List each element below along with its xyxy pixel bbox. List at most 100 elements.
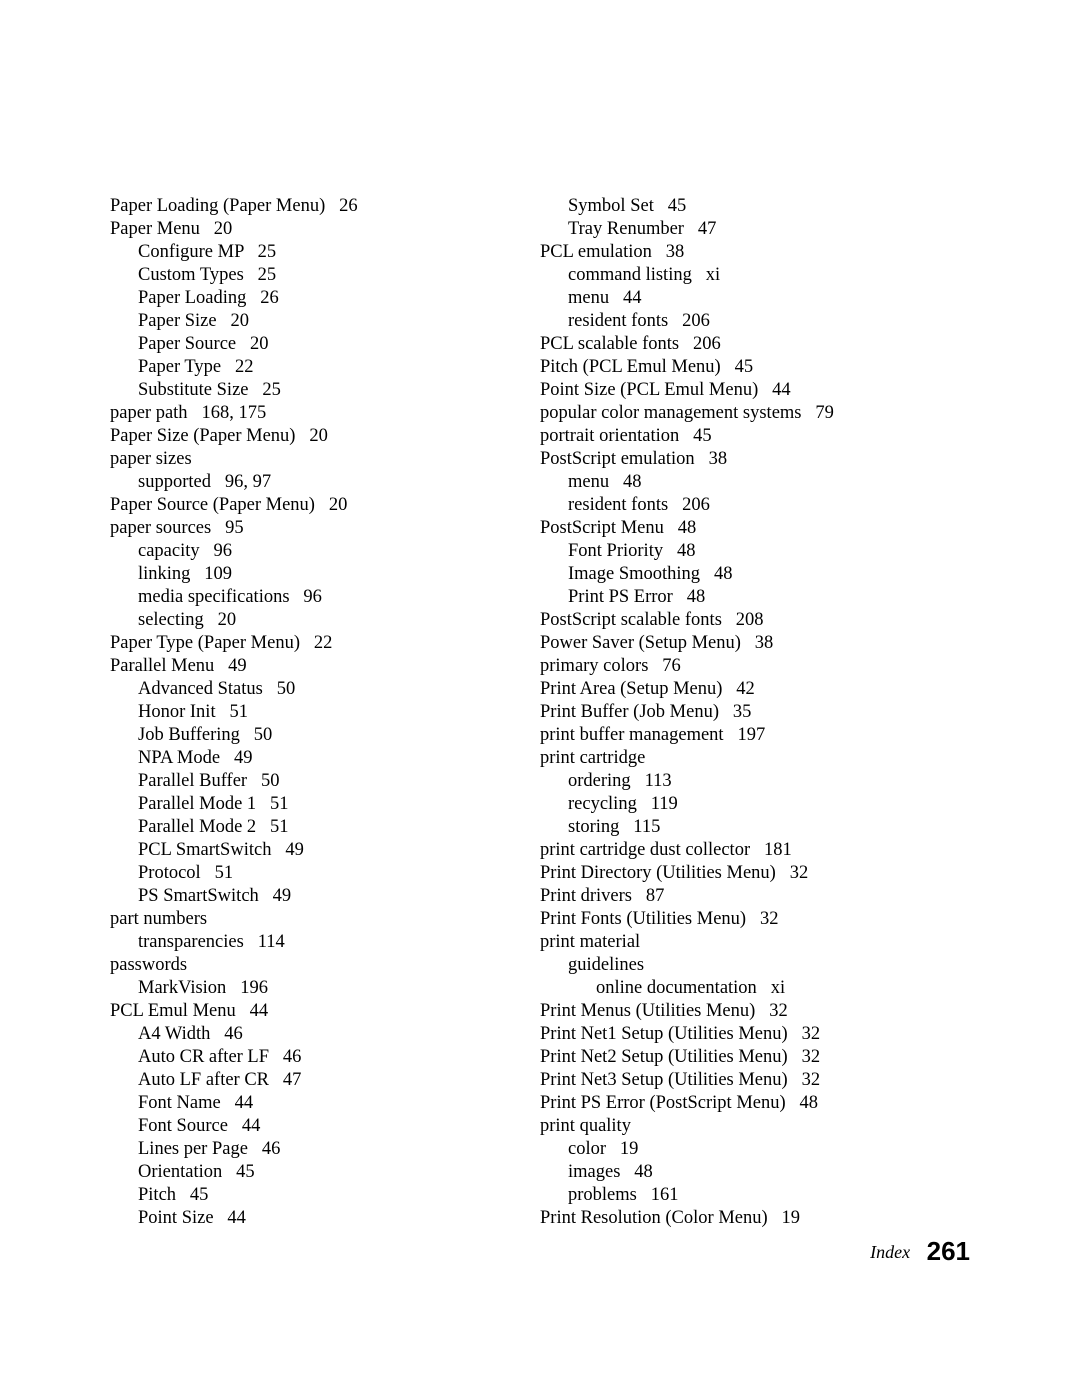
index-page-ref[interactable]: 20 xyxy=(329,495,348,515)
index-page-ref[interactable]: 20 xyxy=(214,219,233,239)
index-page-ref[interactable]: 48 xyxy=(800,1093,819,1113)
index-term: selecting xyxy=(138,610,204,630)
index-page-ref[interactable]: 49 xyxy=(285,840,304,860)
index-page-ref[interactable]: 50 xyxy=(261,771,280,791)
index-page-ref[interactable]: 114 xyxy=(258,932,285,952)
index-entry: print cartridge dust collector 181 xyxy=(540,839,970,862)
index-page-ref[interactable]: 51 xyxy=(215,863,234,883)
index-page-ref[interactable]: 51 xyxy=(229,702,248,722)
index-page-ref[interactable]: 206 xyxy=(682,495,710,515)
index-page-ref[interactable]: 196 xyxy=(240,978,268,998)
index-page-ref[interactable]: 96 xyxy=(214,541,233,561)
index-page-ref[interactable]: 45 xyxy=(190,1185,209,1205)
index-page-ref[interactable]: 161 xyxy=(651,1185,679,1205)
index-page-ref[interactable]: 113 xyxy=(645,771,672,791)
index-page-ref[interactable]: xi xyxy=(771,978,785,998)
index-page-ref[interactable]: 79 xyxy=(815,403,834,423)
index-page-ref[interactable]: 32 xyxy=(790,863,809,883)
index-page-ref[interactable]: 96 xyxy=(303,587,322,607)
index-page-ref[interactable]: 48 xyxy=(677,541,696,561)
index-page-ref[interactable]: 20 xyxy=(309,426,328,446)
index-page-ref[interactable]: 208 xyxy=(736,610,764,630)
index-term: color xyxy=(568,1139,606,1159)
index-page-ref[interactable]: 46 xyxy=(283,1047,302,1067)
index-page-ref[interactable]: 76 xyxy=(662,656,681,676)
index-page-ref[interactable]: 26 xyxy=(339,196,358,216)
index-page-ref[interactable]: 50 xyxy=(254,725,273,745)
index-page-ref[interactable]: 32 xyxy=(802,1070,821,1090)
index-page-ref[interactable]: 115 xyxy=(633,817,660,837)
index-page-ref[interactable]: 48 xyxy=(714,564,733,584)
index-page-ref[interactable]: 32 xyxy=(802,1024,821,1044)
index-page-ref[interactable]: 32 xyxy=(769,1001,788,1021)
index-page-ref[interactable]: 20 xyxy=(230,311,249,331)
index-page-ref[interactable]: 44 xyxy=(250,1001,269,1021)
index-term: Power Saver (Setup Menu) xyxy=(540,633,741,653)
index-page-ref[interactable]: 32 xyxy=(802,1047,821,1067)
index-page-ref[interactable]: 25 xyxy=(262,380,281,400)
index-page-ref[interactable]: 26 xyxy=(260,288,279,308)
index-page-ref[interactable]: 49 xyxy=(228,656,247,676)
index-page-ref[interactable]: 168, 175 xyxy=(201,403,266,423)
index-page-ref[interactable]: 38 xyxy=(755,633,774,653)
index-page-ref[interactable]: 48 xyxy=(687,587,706,607)
index-term: Image Smoothing xyxy=(568,564,700,584)
index-page-ref[interactable]: 35 xyxy=(733,702,752,722)
index-page-ref[interactable]: 19 xyxy=(782,1208,801,1228)
index-entry: Substitute Size 25 xyxy=(138,379,540,402)
index-page-ref[interactable]: 19 xyxy=(620,1139,639,1159)
index-page-ref[interactable]: 181 xyxy=(764,840,792,860)
index-page-ref[interactable]: 206 xyxy=(682,311,710,331)
index-page-ref[interactable]: 25 xyxy=(258,242,277,262)
index-page-ref[interactable]: 49 xyxy=(234,748,253,768)
index-page-ref[interactable]: xi xyxy=(706,265,720,285)
index-page-ref[interactable]: 87 xyxy=(646,886,665,906)
index-page-ref[interactable]: 51 xyxy=(270,794,289,814)
index-page-ref[interactable]: 44 xyxy=(623,288,642,308)
index-term: paper path xyxy=(110,403,188,423)
index-entry: Font Priority 48 xyxy=(568,540,970,563)
index-page-ref[interactable]: 38 xyxy=(709,449,728,469)
index-entry: PCL SmartSwitch 49 xyxy=(138,839,540,862)
index-term: print cartridge xyxy=(540,748,645,768)
index-entry: Paper Menu 20 xyxy=(110,218,540,241)
index-page-ref[interactable]: 48 xyxy=(634,1162,653,1182)
index-page-ref[interactable]: 48 xyxy=(623,472,642,492)
index-page-ref[interactable]: 50 xyxy=(277,679,296,699)
index-page-ref[interactable]: 47 xyxy=(283,1070,302,1090)
index-page-ref[interactable]: 48 xyxy=(678,518,697,538)
index-page-ref[interactable]: 20 xyxy=(218,610,237,630)
index-page-ref[interactable]: 44 xyxy=(227,1208,246,1228)
index-page-ref[interactable]: 47 xyxy=(698,219,717,239)
index-page-ref[interactable]: 46 xyxy=(262,1139,281,1159)
index-page-ref[interactable]: 109 xyxy=(204,564,232,584)
index-entry: Advanced Status 50 xyxy=(138,678,540,701)
index-page-ref[interactable]: 44 xyxy=(235,1093,254,1113)
index-entry: Parallel Mode 2 51 xyxy=(138,816,540,839)
index-page-ref[interactable]: 197 xyxy=(737,725,765,745)
index-page-ref[interactable]: 42 xyxy=(736,679,755,699)
index-page-ref[interactable]: 38 xyxy=(666,242,685,262)
index-page-ref[interactable]: 51 xyxy=(270,817,289,837)
index-page-ref[interactable]: 119 xyxy=(651,794,678,814)
index-page-ref[interactable]: 45 xyxy=(668,196,687,216)
index-page-ref[interactable]: 95 xyxy=(225,518,244,538)
index-entry: PS SmartSwitch 49 xyxy=(138,885,540,908)
index-page-ref[interactable]: 22 xyxy=(314,633,333,653)
index-page-ref[interactable]: 96, 97 xyxy=(225,472,271,492)
index-page-ref[interactable]: 44 xyxy=(772,380,791,400)
index-page-ref[interactable]: 206 xyxy=(693,334,721,354)
index-term: Parallel Mode 1 xyxy=(138,794,256,814)
index-page-ref[interactable]: 44 xyxy=(242,1116,261,1136)
index-entry: supported 96, 97 xyxy=(138,471,540,494)
index-page-ref[interactable]: 45 xyxy=(236,1162,255,1182)
index-page-ref[interactable]: 25 xyxy=(258,265,277,285)
index-page-ref[interactable]: 20 xyxy=(250,334,269,354)
index-page-ref[interactable]: 45 xyxy=(735,357,754,377)
index-page-ref[interactable]: 46 xyxy=(224,1024,243,1044)
index-page-ref[interactable]: 22 xyxy=(235,357,254,377)
index-page-ref[interactable]: 32 xyxy=(760,909,779,929)
index-page-ref[interactable]: 49 xyxy=(273,886,292,906)
index-page-ref[interactable]: 45 xyxy=(693,426,712,446)
index-entry: Paper Source 20 xyxy=(138,333,540,356)
